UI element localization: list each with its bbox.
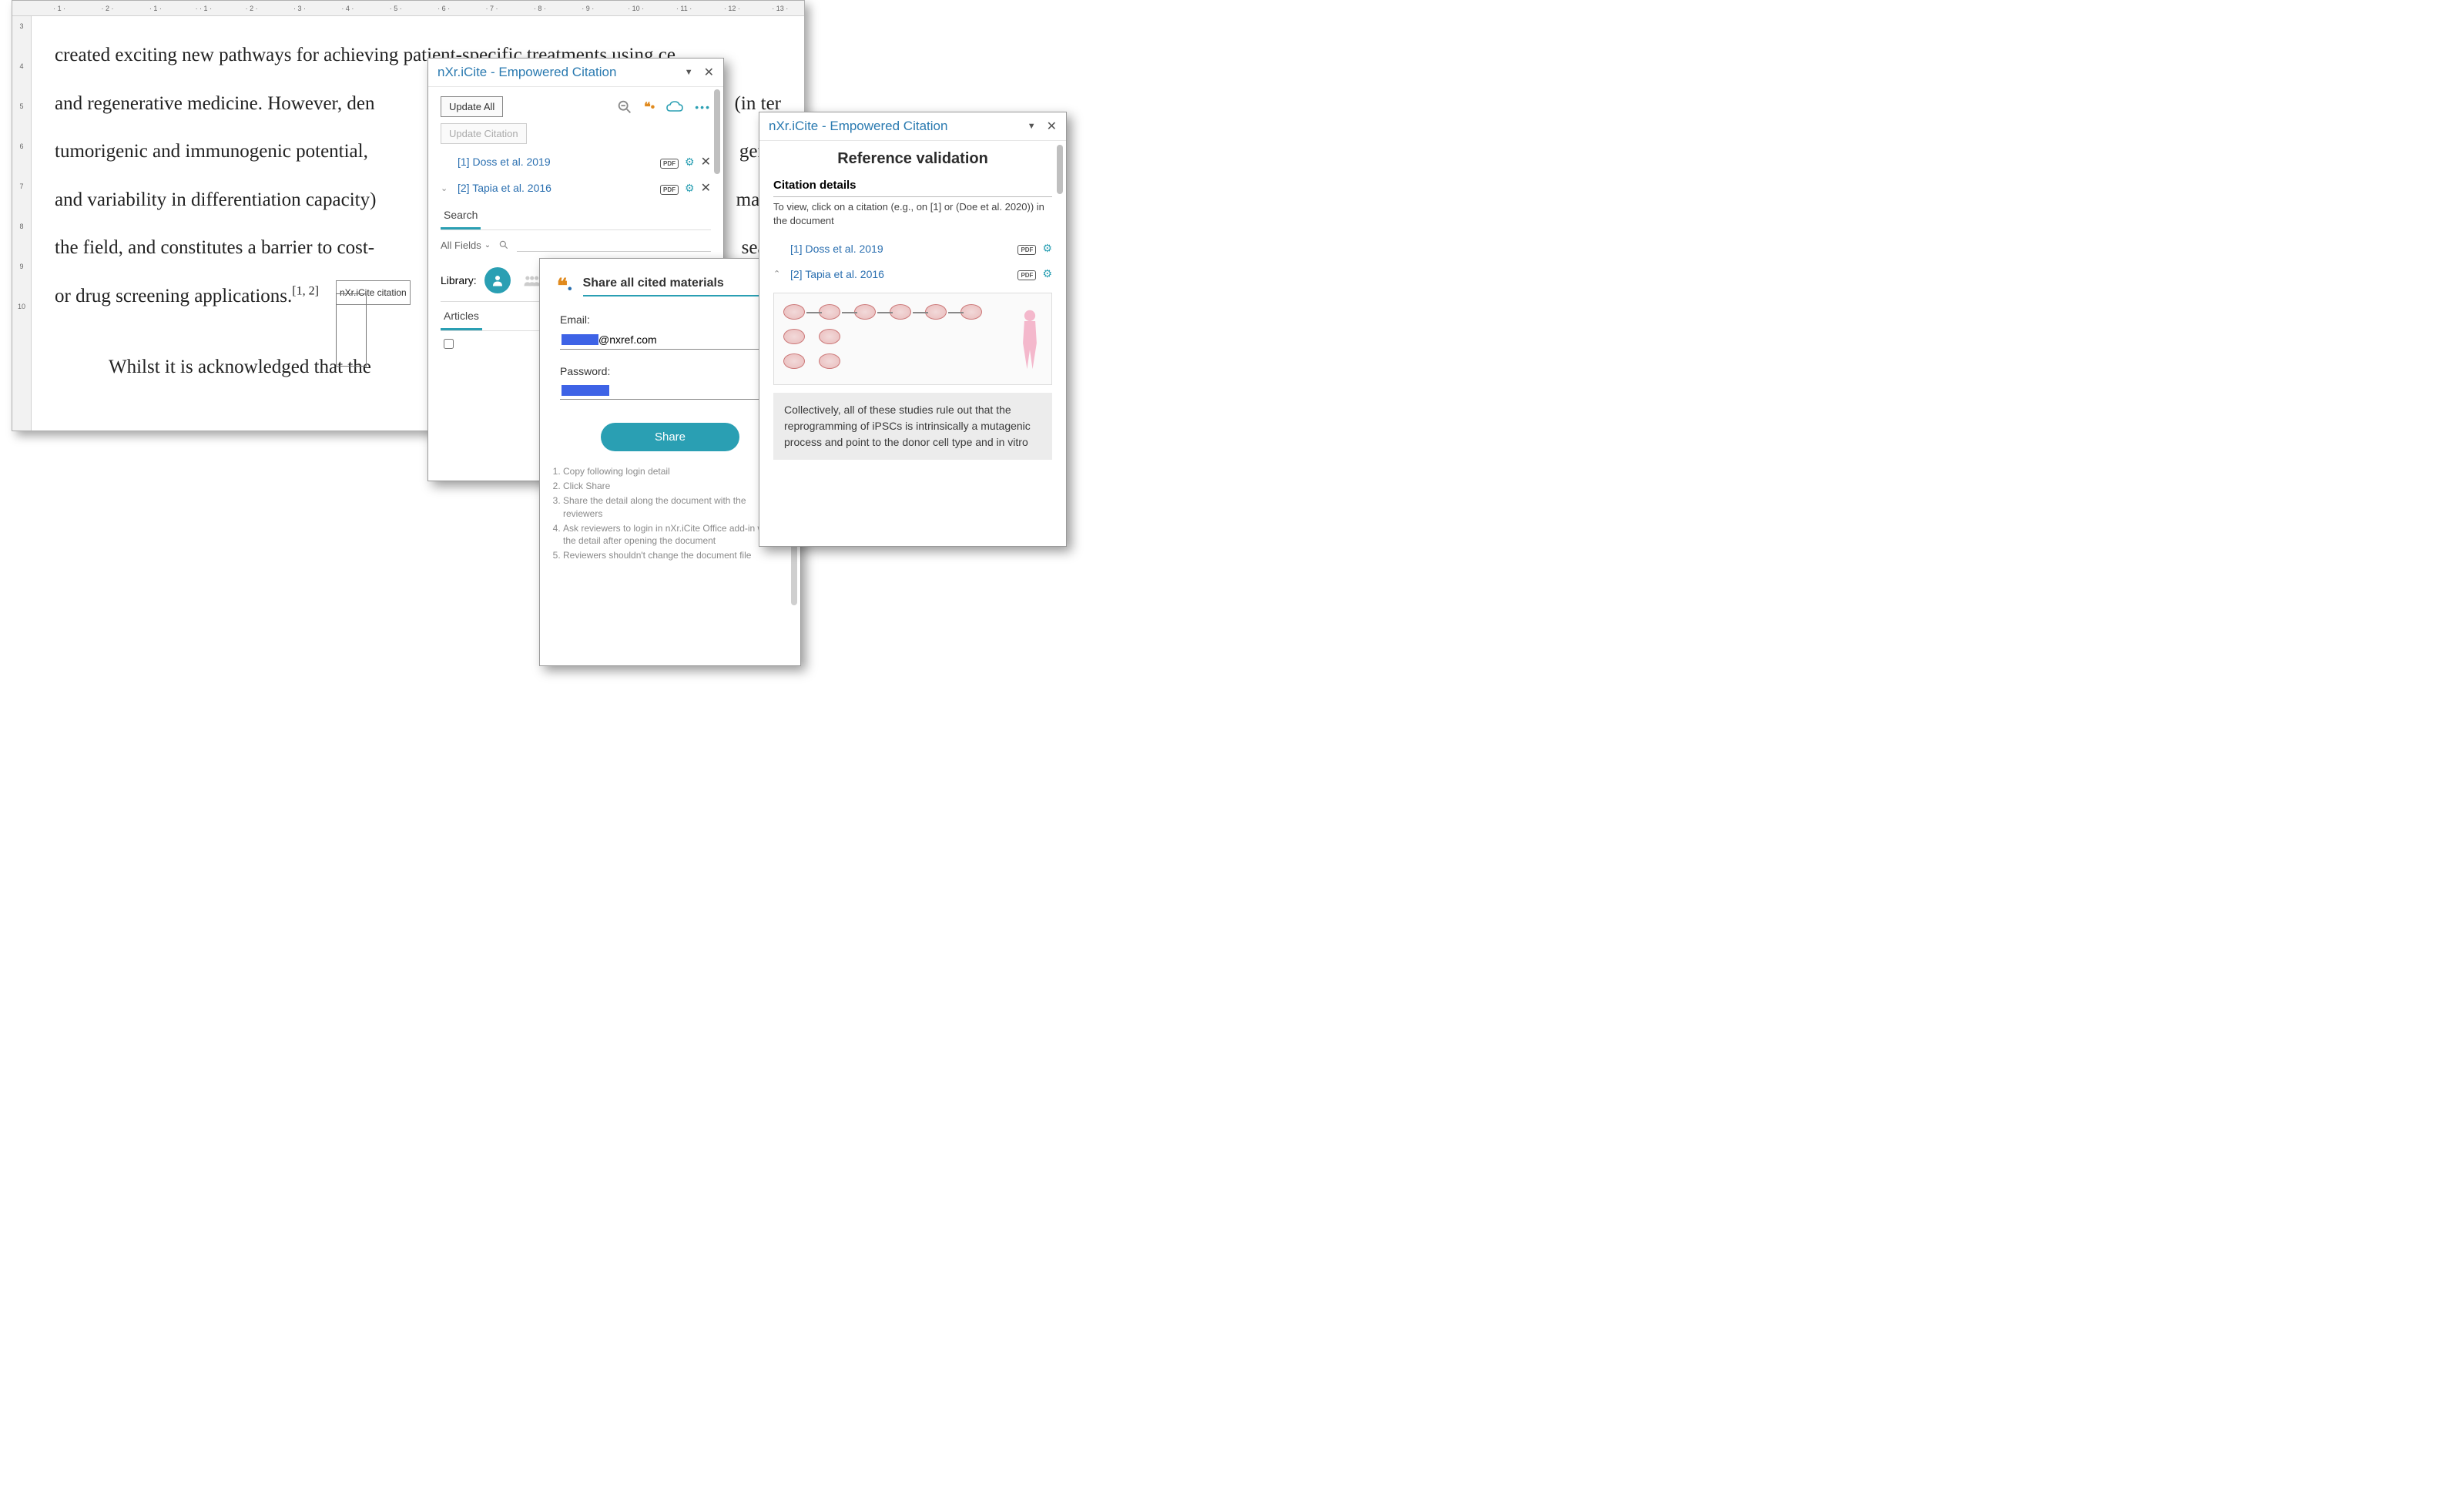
reference-row[interactable]: [1] Doss et al. 2019 PDF ⚙ bbox=[759, 236, 1066, 261]
citation-label[interactable]: [2] Tapia et al. 2016 bbox=[453, 182, 654, 194]
email-label: Email: bbox=[560, 313, 780, 326]
more-icon[interactable]: ••• bbox=[695, 101, 711, 113]
citation-details-heading: Citation details bbox=[759, 174, 1066, 195]
reference-row[interactable]: ⌃ [2] Tapia et al. 2016 PDF ⚙ bbox=[759, 261, 1066, 286]
gear-icon[interactable]: ⚙ bbox=[685, 156, 695, 169]
ruler-horizontal: · 1 ·· 2 ·· 1 ·· · 1 ·· 2 ·· 3 ·· 4 ·· 5… bbox=[12, 1, 804, 16]
pdf-icon[interactable]: PDF bbox=[1017, 242, 1036, 255]
password-label: Password: bbox=[560, 365, 780, 377]
update-citation-button[interactable]: Update Citation bbox=[441, 123, 527, 144]
panel-title-bar: nXr.iCite - Empowered Citation ▼ ✕ bbox=[428, 59, 723, 87]
citation-row[interactable]: ⌄ [2] Tapia et al. 2016 PDF ⚙ ✕ bbox=[428, 175, 723, 201]
quote-share-icon: ❝• bbox=[557, 274, 572, 298]
gear-icon[interactable]: ⚙ bbox=[1042, 267, 1052, 280]
human-body-icon bbox=[1016, 309, 1044, 370]
pdf-icon[interactable]: PDF bbox=[660, 182, 679, 195]
reference-label[interactable]: [1] Doss et al. 2019 bbox=[786, 243, 1011, 255]
citation-superscript[interactable]: [1, 2] bbox=[292, 284, 319, 297]
reference-label[interactable]: [2] Tapia et al. 2016 bbox=[786, 268, 1011, 280]
share-button[interactable]: Share bbox=[601, 423, 739, 451]
scrollbar[interactable] bbox=[714, 89, 720, 174]
panel-title: nXr.iCite - Empowered Citation bbox=[437, 65, 679, 80]
scrollbar[interactable] bbox=[1057, 145, 1063, 194]
instruction-item: Reviewers shouldn't change the document … bbox=[563, 549, 777, 561]
panel-title-bar: nXr.iCite - Empowered Citation ▼ ✕ bbox=[759, 112, 1066, 141]
cloud-sync-icon[interactable] bbox=[665, 100, 684, 114]
email-field[interactable]: @nxref.com bbox=[560, 330, 780, 350]
pdf-icon[interactable]: PDF bbox=[1017, 267, 1036, 280]
tab-articles[interactable]: Articles bbox=[441, 305, 482, 330]
select-all-checkbox[interactable] bbox=[444, 339, 454, 349]
redacted-text bbox=[562, 385, 609, 396]
tab-row: Search bbox=[428, 201, 723, 229]
update-all-button[interactable]: Update All bbox=[441, 96, 503, 117]
share-title: Share all cited materials bbox=[583, 276, 783, 296]
instruction-item: Click Share bbox=[563, 480, 777, 492]
summary-text: Collectively, all of these studies rule … bbox=[773, 393, 1052, 460]
collapse-icon[interactable]: ⌄ bbox=[441, 183, 453, 193]
magnify-icon[interactable] bbox=[616, 99, 633, 116]
instruction-item: Copy following login detail bbox=[563, 465, 777, 477]
title-dropdown-icon[interactable]: ▼ bbox=[685, 68, 693, 77]
quote-share-icon[interactable]: ❝• bbox=[644, 99, 655, 115]
title-dropdown-icon[interactable]: ▼ bbox=[1028, 122, 1036, 131]
citation-row[interactable]: [1] Doss et al. 2019 PDF ⚙ ✕ bbox=[428, 149, 723, 175]
close-icon[interactable]: ✕ bbox=[704, 65, 714, 80]
tab-search[interactable]: Search bbox=[441, 204, 481, 229]
pdf-icon[interactable]: PDF bbox=[660, 156, 679, 169]
remove-icon[interactable]: ✕ bbox=[701, 154, 711, 169]
close-icon[interactable]: ✕ bbox=[1047, 119, 1057, 134]
figure-thumbnail[interactable] bbox=[773, 293, 1052, 385]
search-input[interactable] bbox=[517, 238, 711, 252]
email-value: @nxref.com bbox=[598, 333, 657, 346]
ruler-vertical: 345678910 bbox=[12, 16, 32, 430]
toolbar: Update All ❝• ••• bbox=[428, 87, 723, 123]
search-row: All Fields ⌄ bbox=[428, 230, 723, 260]
password-field[interactable] bbox=[560, 382, 780, 400]
library-label: Library: bbox=[441, 274, 477, 286]
reference-validation-panel: nXr.iCite - Empowered Citation ▼ ✕ Refer… bbox=[759, 112, 1067, 547]
collapse-icon[interactable]: ⌃ bbox=[773, 269, 786, 279]
redacted-text bbox=[562, 334, 598, 345]
text-cursor-frame bbox=[336, 293, 367, 367]
instruction-item: Share the detail along the document with… bbox=[563, 494, 777, 519]
citation-details-subtext: To view, click on a citation (e.g., on [… bbox=[759, 199, 1066, 236]
library-personal-icon[interactable] bbox=[484, 267, 511, 293]
gear-icon[interactable]: ⚙ bbox=[685, 182, 695, 195]
all-fields-dropdown[interactable]: All Fields ⌄ bbox=[441, 240, 491, 251]
reference-validation-heading: Reference validation bbox=[759, 141, 1066, 174]
divider bbox=[773, 196, 1052, 197]
search-icon[interactable] bbox=[498, 240, 509, 250]
remove-icon[interactable]: ✕ bbox=[701, 180, 711, 196]
instruction-item: Ask reviewers to login in nXr.iCite Offi… bbox=[563, 522, 777, 547]
citation-label[interactable]: [1] Doss et al. 2019 bbox=[453, 156, 654, 168]
gear-icon[interactable]: ⚙ bbox=[1042, 242, 1052, 255]
panel-title: nXr.iCite - Empowered Citation bbox=[769, 119, 1021, 134]
